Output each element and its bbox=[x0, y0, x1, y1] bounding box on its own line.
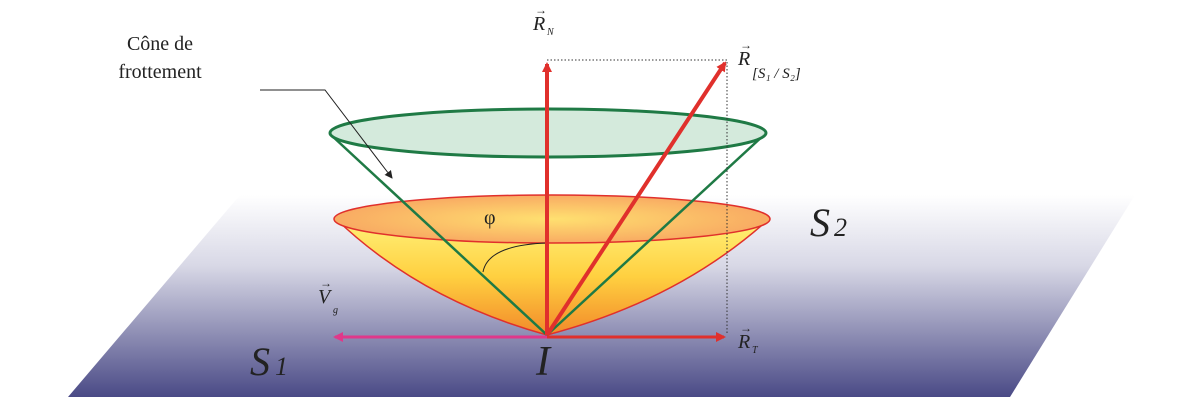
rt-label: R T → bbox=[737, 321, 759, 356]
projection-dotted bbox=[547, 59, 728, 335]
vector-arrow-icon: → bbox=[320, 276, 332, 290]
svg-text:2: 2 bbox=[834, 213, 847, 242]
s2-label: S 2 bbox=[810, 200, 847, 245]
cone-label-2: frottement bbox=[118, 61, 202, 83]
svg-text:N: N bbox=[546, 27, 555, 38]
point-i-label: I bbox=[535, 339, 552, 385]
svg-text:1: 1 bbox=[275, 352, 288, 381]
rn-label: R N → bbox=[532, 3, 555, 38]
cone-label-1: Cône de bbox=[127, 33, 193, 55]
resultant-arrow bbox=[545, 61, 727, 337]
svg-text:T: T bbox=[752, 345, 759, 356]
cone-edge-left bbox=[329, 133, 548, 336]
cone-edge-right bbox=[546, 133, 766, 336]
bowl-rim bbox=[333, 194, 771, 244]
phi-angle-arc bbox=[482, 242, 548, 273]
svg-text:S: S bbox=[250, 339, 270, 384]
leader-line bbox=[260, 89, 393, 179]
svg-text:[S₁ / S₂]: [S₁ / S₂] bbox=[752, 66, 801, 82]
resultant-label: R [S₁ / S₂] → bbox=[737, 38, 801, 82]
vg-label: V g → bbox=[318, 276, 338, 316]
svg-text:R: R bbox=[737, 331, 750, 353]
svg-text:R: R bbox=[532, 13, 545, 35]
s1-label: S 1 bbox=[250, 339, 288, 384]
vector-arrow-icon: → bbox=[740, 38, 752, 52]
phi-label: φ bbox=[484, 207, 496, 229]
vector-arrow-icon: → bbox=[740, 321, 752, 335]
svg-text:R: R bbox=[737, 48, 750, 70]
svg-text:S: S bbox=[810, 200, 830, 245]
svg-text:V: V bbox=[318, 286, 333, 308]
vector-arrow-icon: → bbox=[535, 3, 547, 17]
svg-text:g: g bbox=[333, 305, 338, 316]
